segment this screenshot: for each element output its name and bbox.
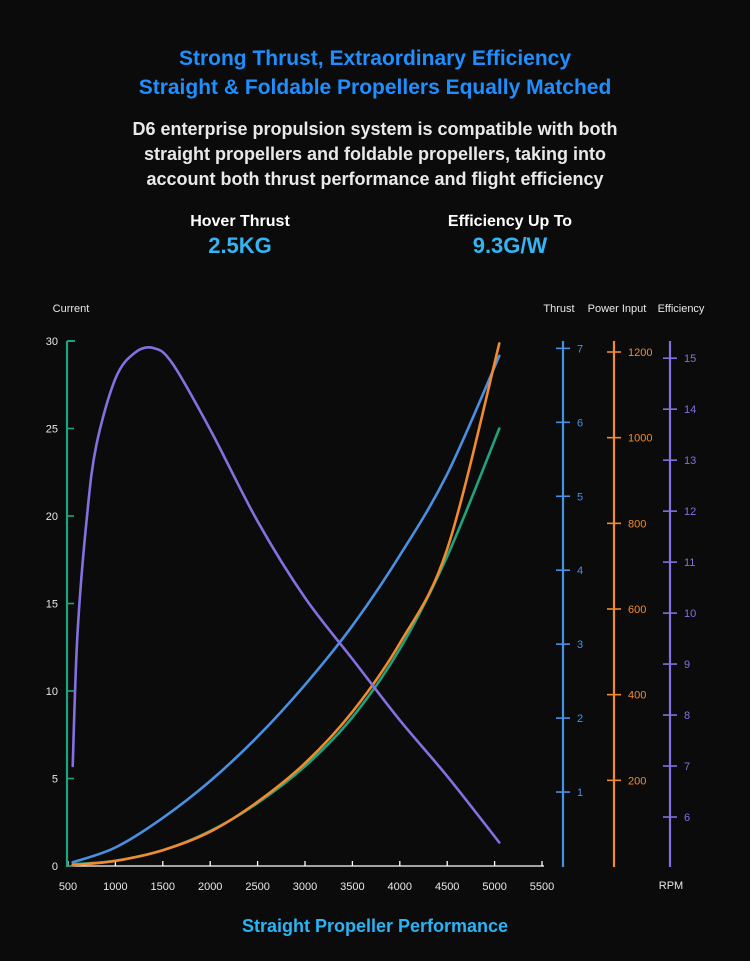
performance-chart: 500 1000 1500 2000 2500 3000 3500 4000 4500 5000 5… (46, 303, 705, 893)
x-tick-label: 1500 (151, 881, 175, 893)
thrust-tick-label: 7 (577, 343, 583, 355)
efficiency-tick-label: 13 (684, 455, 696, 467)
chart-caption: Straight Propeller Performance (241, 916, 509, 936)
axes-layer: 500 1000 1500 2000 2500 3000 3500 4000 4500 5000 5… (46, 303, 705, 893)
power-tick-label: 1000 (628, 433, 652, 445)
power-tick-label: 600 (628, 604, 646, 616)
current-tick-label: 25 (46, 424, 58, 436)
x-tick-label: 2000 (198, 881, 222, 893)
current-axis-title: Current (53, 303, 90, 315)
thrust-tick-label: 6 (577, 417, 583, 429)
series-layer (71, 342, 501, 867)
efficiency-tick-label: 9 (684, 659, 690, 671)
x-tick-label: 1000 (103, 881, 127, 893)
x-tick-label: 3500 (340, 881, 364, 893)
power-tick-label: 400 (628, 690, 646, 702)
headline-line-2: Straight & Foldable Propellers Equally M… (138, 76, 612, 99)
x-tick-label: 5000 (482, 881, 506, 893)
thrust-tick-label: 5 (577, 491, 583, 503)
efficiency-tick-label: 7 (684, 761, 690, 773)
description-line-1: D6 enterprise propulsion system is compa… (132, 119, 618, 139)
x-tick-label: 4000 (388, 881, 412, 893)
thrust-axis-title: Thrust (543, 303, 574, 315)
thrust-tick-label: 3 (577, 639, 583, 651)
power-tick-label: 200 (628, 775, 646, 787)
efficiency-tick-label: 8 (684, 710, 690, 722)
efficiency-series-line (71, 346, 501, 844)
hover-thrust-label: Hover Thrust (190, 213, 290, 230)
current-tick-label: 5 (52, 774, 58, 786)
thrust-tick-label: 2 (577, 713, 583, 725)
description-line-2: straight propellers and foldable propell… (143, 144, 607, 164)
headline-line-1: Strong Thrust, Extraordinary Efficiency (178, 47, 572, 70)
current-tick-label: 10 (46, 686, 58, 698)
current-tick-label: 0 (52, 861, 58, 873)
power-tick-label: 1200 (628, 347, 652, 359)
efficiency-tick-label: 10 (684, 608, 696, 620)
efficiency-tick-label: 12 (684, 506, 696, 518)
power-axis-title: Power Input (588, 303, 647, 315)
efficiency-axis-title: Efficiency (658, 303, 705, 315)
current-tick-label: 20 (46, 511, 58, 523)
efficiency-value: 9.3G/W (472, 233, 548, 258)
efficiency-tick-label: 15 (684, 353, 696, 365)
thrust-tick-label: 1 (577, 787, 583, 799)
x-tick-label: 2500 (245, 881, 269, 893)
description-line-3: account both thrust performance and flig… (146, 169, 604, 189)
x-tick-label: 500 (59, 881, 77, 893)
hover-thrust-value: 2.5KG (208, 233, 272, 258)
x-tick-label: 3000 (293, 881, 317, 893)
efficiency-tick-label: 11 (684, 557, 695, 569)
power-tick-label: 800 (628, 518, 646, 530)
efficiency-label: Efficiency Up To (447, 213, 573, 230)
thrust-series-line (71, 354, 501, 864)
current-tick-label: 15 (46, 599, 58, 611)
efficiency-tick-label: 14 (684, 404, 696, 416)
efficiency-tick-label: 6 (684, 812, 690, 824)
thrust-tick-label: 4 (577, 565, 583, 577)
x-tick-label: 4500 (435, 881, 459, 893)
current-tick-label: 30 (46, 336, 58, 348)
power-series-line (71, 342, 501, 867)
x-tick-label: 5500 (530, 881, 554, 893)
x-axis-title: RPM (659, 880, 683, 892)
